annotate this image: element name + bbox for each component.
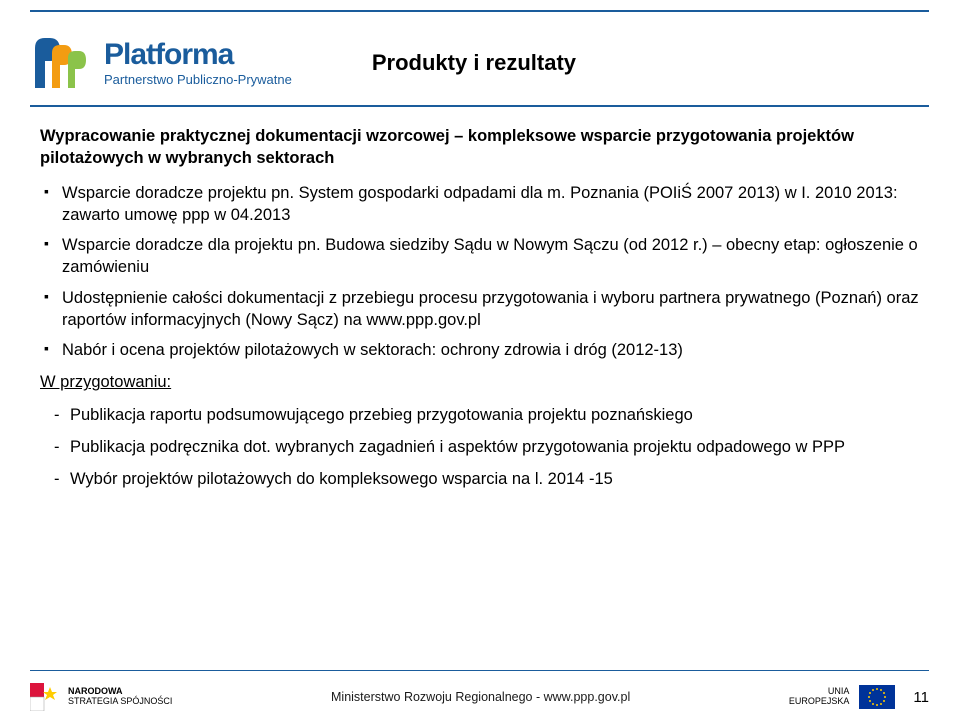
list-item: Wsparcie doradcze dla projektu pn. Budow… <box>40 234 919 279</box>
list-item: Wsparcie doradcze projektu pn. System go… <box>40 182 919 227</box>
list-item: Wybór projektów pilotażowych do kompleks… <box>40 468 919 490</box>
ppp-logo-icon <box>30 33 90 93</box>
main-bullet-list: Wsparcie doradcze projektu pn. System go… <box>40 182 919 362</box>
dash-list: Publikacja raportu podsumowującego przeb… <box>40 404 919 491</box>
footer-divider <box>30 670 929 671</box>
list-item: Nabór i ocena projektów pilotażowych w s… <box>40 339 919 361</box>
top-divider <box>30 10 929 12</box>
nss-line2: STRATEGIA SPÓJNOŚCI <box>68 697 172 707</box>
platform-logo: Platforma Partnerstwo Publiczno-Prywatne <box>30 33 292 93</box>
logo-tagline: Partnerstwo Publiczno-Prywatne <box>104 72 292 87</box>
lead-paragraph: Wypracowanie praktycznej dokumentacji wz… <box>40 125 919 170</box>
footer: NARODOWA STRATEGIA SPÓJNOŚCI Ministerstw… <box>30 683 929 711</box>
slide-body: Wypracowanie praktycznej dokumentacji wz… <box>40 125 919 500</box>
footer-center-text: Ministerstwo Rozwoju Regionalnego - www.… <box>172 690 789 704</box>
footer-left: NARODOWA STRATEGIA SPÓJNOŚCI <box>30 683 172 711</box>
page-number: 11 <box>913 689 929 706</box>
sub-heading: W przygotowaniu: <box>40 371 919 393</box>
nss-icon <box>30 683 62 711</box>
list-item: Publikacja podręcznika dot. wybranych za… <box>40 436 919 458</box>
list-item: Udostępnienie całości dokumentacji z prz… <box>40 287 919 332</box>
header-divider <box>30 105 929 107</box>
footer-right: UNIA EUROPEJSKA 11 <box>789 685 929 709</box>
nss-logo: NARODOWA STRATEGIA SPÓJNOŚCI <box>30 683 172 711</box>
header: Platforma Partnerstwo Publiczno-Prywatne… <box>30 25 929 100</box>
eu-line2: EUROPEJSKA <box>789 697 850 707</box>
list-item: Publikacja raportu podsumowującego przeb… <box>40 404 919 426</box>
eu-flag-icon <box>859 685 895 709</box>
logo-brand-text: Platforma <box>104 38 292 72</box>
slide-title: Produkty i rezultaty <box>372 50 576 76</box>
